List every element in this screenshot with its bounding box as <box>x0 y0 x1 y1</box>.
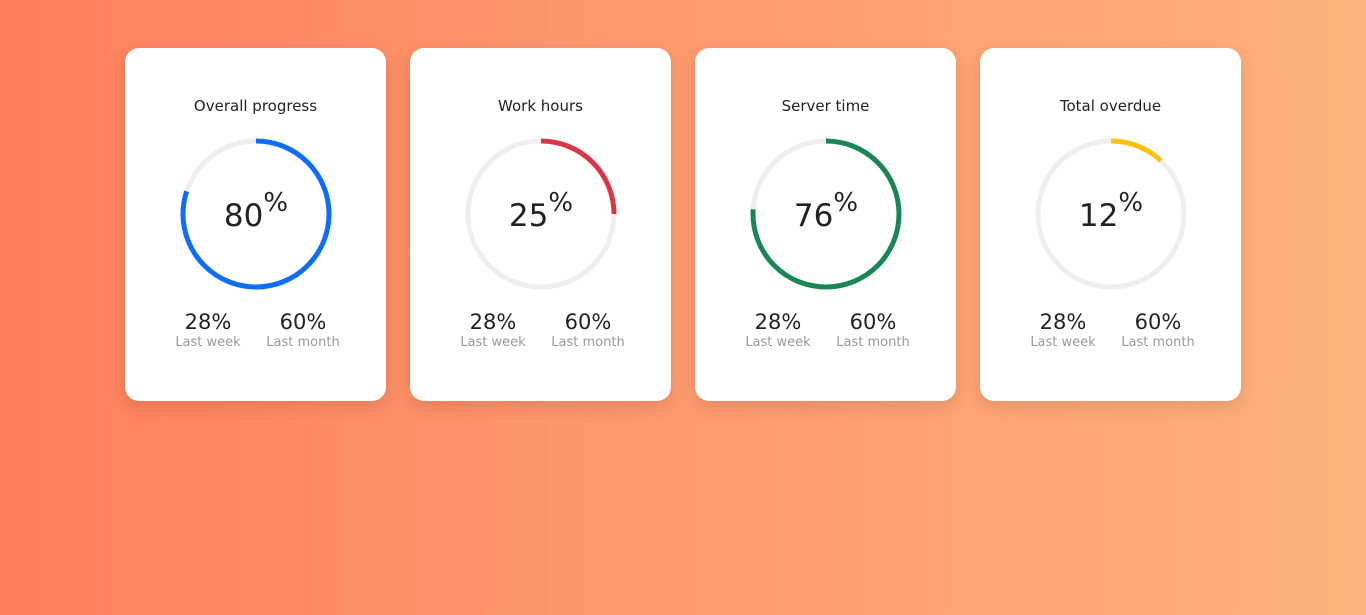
ring-progress-arc <box>1035 138 1187 290</box>
ring-label: 76% <box>750 138 902 290</box>
stat-value: 28% <box>754 310 802 334</box>
stats-row: 28% Last week 60% Last month <box>980 310 1241 352</box>
stat-value: 60% <box>1134 310 1182 334</box>
stats-row: 28% Last week 60% Last month <box>410 310 671 352</box>
progress-unit: % <box>548 188 574 218</box>
card-server-time: Server time 76% 28% Last week 60% Last m… <box>695 48 956 401</box>
progress-ring: 12% <box>1035 138 1187 290</box>
stat-label: Last month <box>551 335 625 350</box>
progress-ring-svg <box>750 138 902 290</box>
stat-last-month: 60% Last month <box>826 310 921 352</box>
stat-last-month: 60% Last month <box>1111 310 1206 352</box>
progress-cards: Overall progress 80% 28% Last week 60% L… <box>125 48 1241 401</box>
progress-unit: % <box>833 188 859 218</box>
stat-value: 60% <box>564 310 612 334</box>
progress-ring-svg <box>180 138 332 290</box>
card-total-overdue: Total overdue 12% 28% Last week 60% Last… <box>980 48 1241 401</box>
stat-value: 28% <box>469 310 517 334</box>
card-title: Overall progress <box>193 97 318 115</box>
stat-last-week: 28% Last week <box>1016 310 1111 352</box>
progress-unit: % <box>263 188 289 218</box>
progress-value: 80 <box>223 197 264 234</box>
stat-value: 28% <box>184 310 232 334</box>
stat-label: Last week <box>745 335 811 350</box>
progress-ring-svg <box>1035 138 1187 290</box>
progress-ring: 25% <box>465 138 617 290</box>
stats-row: 28% Last week 60% Last month <box>695 310 956 352</box>
stat-value: 60% <box>279 310 327 334</box>
progress-value: 12 <box>1078 197 1119 234</box>
stat-label: Last month <box>266 335 340 350</box>
ring-progress-arc <box>750 138 902 290</box>
progress-value: 25 <box>508 197 549 234</box>
progress-ring: 80% <box>180 138 332 290</box>
stat-last-week: 28% Last week <box>161 310 256 352</box>
ring-progress-arc <box>180 138 332 290</box>
stat-label: Last week <box>1030 335 1096 350</box>
stat-label: Last month <box>836 335 910 350</box>
ring-label: 80% <box>180 138 332 290</box>
stat-last-week: 28% Last week <box>446 310 541 352</box>
ring-label: 25% <box>465 138 617 290</box>
stat-label: Last month <box>1121 335 1195 350</box>
stat-value: 28% <box>1039 310 1087 334</box>
progress-ring: 76% <box>750 138 902 290</box>
progress-unit: % <box>1118 188 1144 218</box>
stat-last-month: 60% Last month <box>541 310 636 352</box>
ring-progress-arc <box>465 138 617 290</box>
ring-label: 12% <box>1035 138 1187 290</box>
card-title: Total overdue <box>1059 97 1162 115</box>
card-title: Server time <box>781 97 870 115</box>
stat-value: 60% <box>849 310 897 334</box>
card-work-hours: Work hours 25% 28% Last week 60% Last mo… <box>410 48 671 401</box>
progress-ring-svg <box>465 138 617 290</box>
stat-label: Last week <box>460 335 526 350</box>
progress-value: 76 <box>793 197 834 234</box>
card-overall-progress: Overall progress 80% 28% Last week 60% L… <box>125 48 386 401</box>
stat-last-month: 60% Last month <box>256 310 351 352</box>
stats-row: 28% Last week 60% Last month <box>125 310 386 352</box>
stat-label: Last week <box>175 335 241 350</box>
stat-last-week: 28% Last week <box>731 310 826 352</box>
card-title: Work hours <box>498 97 583 115</box>
